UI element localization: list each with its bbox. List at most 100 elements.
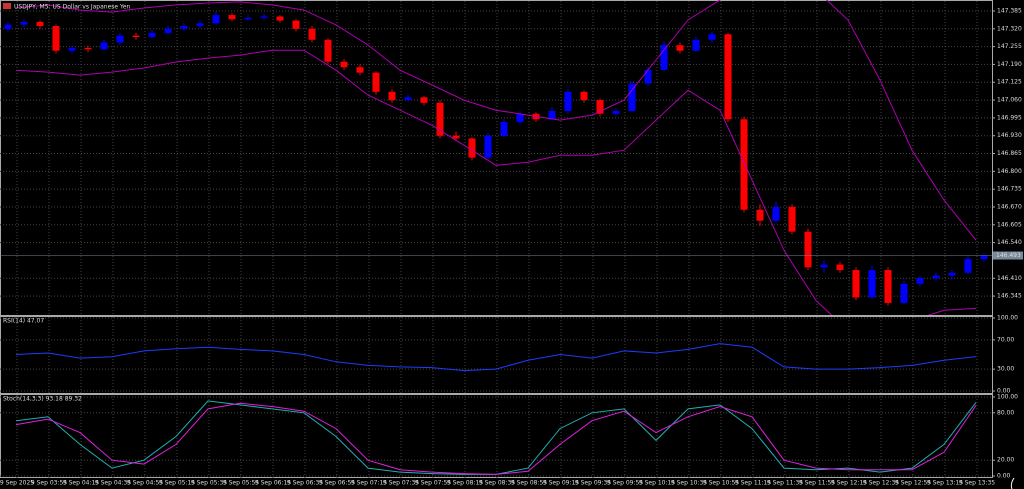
- cursor: [1010, 477, 1015, 489]
- x-tick-label: 9 Sep 13:15: [927, 480, 963, 487]
- y-tick-label: 0.00: [997, 388, 1011, 395]
- candle-body: [868, 270, 876, 298]
- y-tick-label: 0.00: [997, 473, 1011, 480]
- candle-body: [564, 91, 572, 112]
- flag-icon: [3, 3, 11, 9]
- indicator-line: [15, 402, 977, 475]
- y-tick-label: 146.800: [997, 168, 1022, 175]
- candle-body: [468, 138, 476, 158]
- y-tick-label: 147.385: [997, 7, 1022, 14]
- y-tick-label: 147.190: [997, 61, 1022, 68]
- candle-body: [884, 270, 892, 303]
- x-tick-label: 9 Sep 10:15: [639, 480, 675, 487]
- x-tick-label: 9 Sep 12:15: [831, 480, 867, 487]
- panel-plot: [0, 396, 992, 477]
- candle-body: [788, 206, 796, 232]
- candle-body: [148, 32, 156, 38]
- candle-body: [228, 15, 236, 20]
- candle-body: [452, 135, 460, 139]
- y-tick-label: 100.00: [997, 315, 1018, 322]
- y-tick-label: 147.060: [997, 97, 1022, 104]
- y-tick-label: 146.865: [997, 150, 1022, 157]
- current-price-box: [993, 251, 1023, 260]
- rsi-title: RSI(14) 47.07: [3, 318, 44, 325]
- x-tick-label: 9 Sep 11:55: [799, 480, 835, 487]
- y-tick-label: 80.00: [997, 409, 1014, 416]
- x-tick-label: 9 Sep 11:15: [735, 480, 771, 487]
- x-tick-label: 9 Sep 08:35: [479, 480, 515, 487]
- x-tick-label: 9 Sep 07:35: [383, 480, 419, 487]
- x-tick-label: 9 Sep 06:55: [319, 480, 355, 487]
- candle-body: [628, 83, 636, 112]
- candle-body: [948, 272, 956, 276]
- panel-plot: [0, 0, 992, 315]
- candle-body: [20, 21, 28, 25]
- candle-body: [804, 231, 812, 268]
- candle-body: [52, 26, 60, 51]
- x-tick-label: 9 Sep 08:15: [447, 480, 483, 487]
- x-tick-label: 9 Sep 04:15: [63, 480, 99, 487]
- x-tick-label: 9 Sep 05:35: [191, 480, 227, 487]
- candle-body: [980, 255, 988, 260]
- candle-body: [484, 135, 492, 158]
- y-tick-label: 100.00: [997, 394, 1018, 401]
- current-price-label: 146.493: [996, 252, 1021, 259]
- x-tick-label: 9 Sep 12:35: [863, 480, 899, 487]
- main-frame: [0, 0, 993, 316]
- x-tick-label: 9 Sep 06:35: [287, 480, 323, 487]
- x-tick-label: 9 Sep 04:35: [95, 480, 131, 487]
- y-tick-label: 70.00: [997, 336, 1014, 343]
- candle-body: [372, 72, 380, 92]
- y-tick-label: 147.320: [997, 25, 1022, 32]
- chart-title: USDJPY, M5: US Dollar vs Japanese Yen: [14, 4, 131, 11]
- candle-body: [116, 35, 124, 43]
- y-tick-label: 146.345: [997, 293, 1022, 300]
- stoch-title: Stoch(14,3,3) 93.18 89.32: [3, 396, 82, 403]
- x-tick-label: 9 Sep 09:35: [575, 480, 611, 487]
- candle-body: [692, 39, 700, 51]
- candle-body: [388, 91, 396, 101]
- candle-body: [36, 21, 44, 27]
- candle-body: [916, 278, 924, 284]
- x-tick-label: 9 Sep 10:55: [703, 480, 739, 487]
- candle-body: [724, 34, 732, 120]
- candle-body: [100, 42, 108, 50]
- candle-body: [932, 275, 940, 279]
- y-tick-label: 147.125: [997, 79, 1022, 86]
- candle-body: [644, 69, 652, 84]
- indicator-line: [15, 0, 977, 241]
- candle-body: [964, 259, 972, 273]
- candle-body: [660, 45, 668, 70]
- x-tick-label: 9 Sep 05:55: [223, 480, 259, 487]
- x-tick-label: 9 Sep 13:35: [959, 480, 995, 487]
- y-tick-label: 30.00: [997, 366, 1014, 373]
- y-tick-label: 146.735: [997, 186, 1022, 193]
- x-tick-label: 9 Sep 11:35: [767, 480, 803, 487]
- x-tick-label: 9 Sep 07:55: [415, 480, 451, 487]
- y-tick-label: 147.255: [997, 43, 1022, 50]
- candle-body: [436, 102, 444, 136]
- x-tick-label: 9 Sep 12:55: [895, 480, 931, 487]
- y-tick-label: 146.670: [997, 203, 1022, 210]
- candle-body: [900, 283, 908, 303]
- y-tick-label: 146.540: [997, 239, 1022, 246]
- x-tick-label: 9 Sep 03:55: [31, 480, 67, 487]
- y-tick-label: 146.605: [997, 221, 1022, 228]
- candle-body: [756, 209, 764, 221]
- candle-body: [708, 34, 716, 40]
- candle-body: [548, 111, 556, 120]
- candle-body: [324, 39, 332, 62]
- candle-body: [164, 28, 172, 33]
- indicator-line: [15, 343, 977, 372]
- candle-body: [676, 45, 684, 51]
- candle-body: [68, 47, 76, 51]
- x-tick-label: 9 Sep 10:35: [671, 480, 707, 487]
- candle-body: [212, 15, 220, 24]
- candle-body: [516, 113, 524, 122]
- candle-body: [852, 270, 860, 298]
- candle-body: [292, 20, 300, 29]
- x-tick-label: 9 Sep 04:55: [127, 480, 163, 487]
